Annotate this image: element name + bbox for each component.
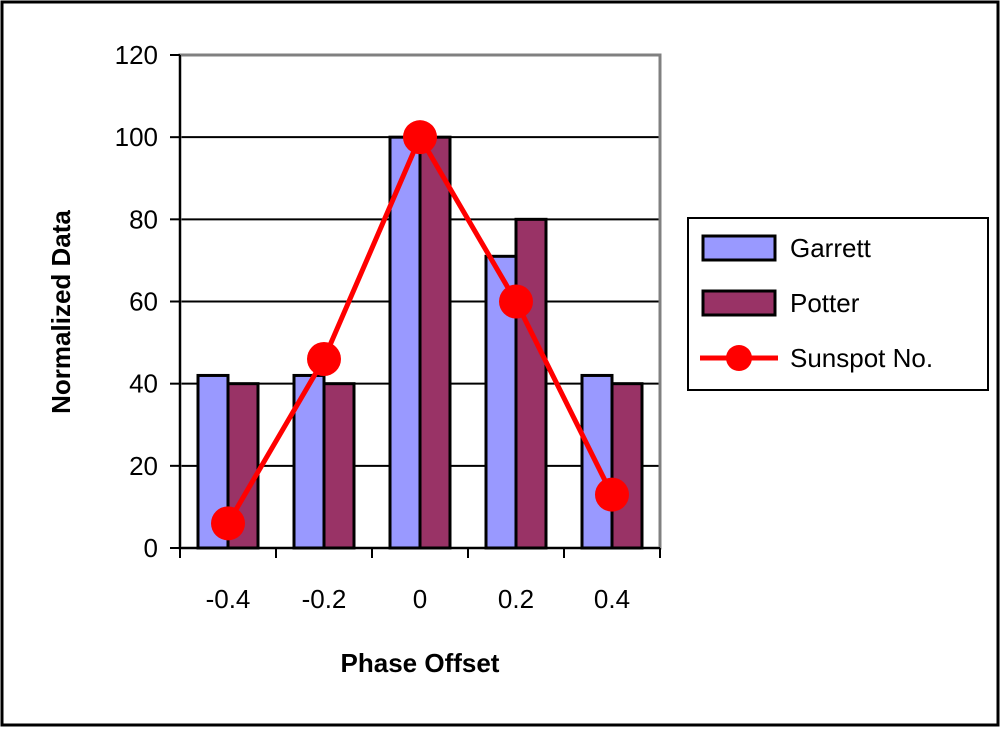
legend-label: Potter [790,288,860,318]
legend: Garrett Potter Sunspot No. [687,217,989,391]
bar-potter [418,135,452,550]
bar-potter [226,382,260,550]
bar-potter [514,217,548,550]
legend-swatch-garrett [701,234,777,262]
line-series [211,120,629,541]
y-tick-label: 40 [129,369,158,399]
point-sunspot-no [499,284,533,319]
x-tick-label: 0.4 [594,584,630,614]
x-tick-label: 0.2 [498,584,534,614]
legend-label: Garrett [790,233,872,263]
point-sunspot-no [595,477,629,512]
y-axis-title: Normalized Data [46,210,76,414]
y-tick-label: 100 [115,122,158,152]
legend-swatch-potter [701,289,777,317]
y-tick-label: 0 [144,533,158,563]
point-sunspot-no [403,120,437,155]
bar-potter [610,382,644,550]
x-tick-label: 0 [413,584,427,614]
point-sunspot-no [307,342,341,377]
y-tick-label: 120 [115,40,158,70]
x-tick-label: -0.2 [302,584,347,614]
y-tick-label: 60 [129,287,158,317]
y-tick-label: 80 [129,204,158,234]
legend-swatch-marker [726,345,752,371]
x-axis-title: Phase Offset [341,648,500,678]
axes: 0 20 40 60 80 100 120 -0.4 -0.2 0 0.2 0.4 [115,40,661,614]
y-tick-label: 20 [129,451,158,481]
point-sunspot-no [211,506,245,541]
legend-label: Sunspot No. [790,343,933,373]
bar-potter [322,382,356,550]
x-tick-label: -0.4 [206,584,251,614]
